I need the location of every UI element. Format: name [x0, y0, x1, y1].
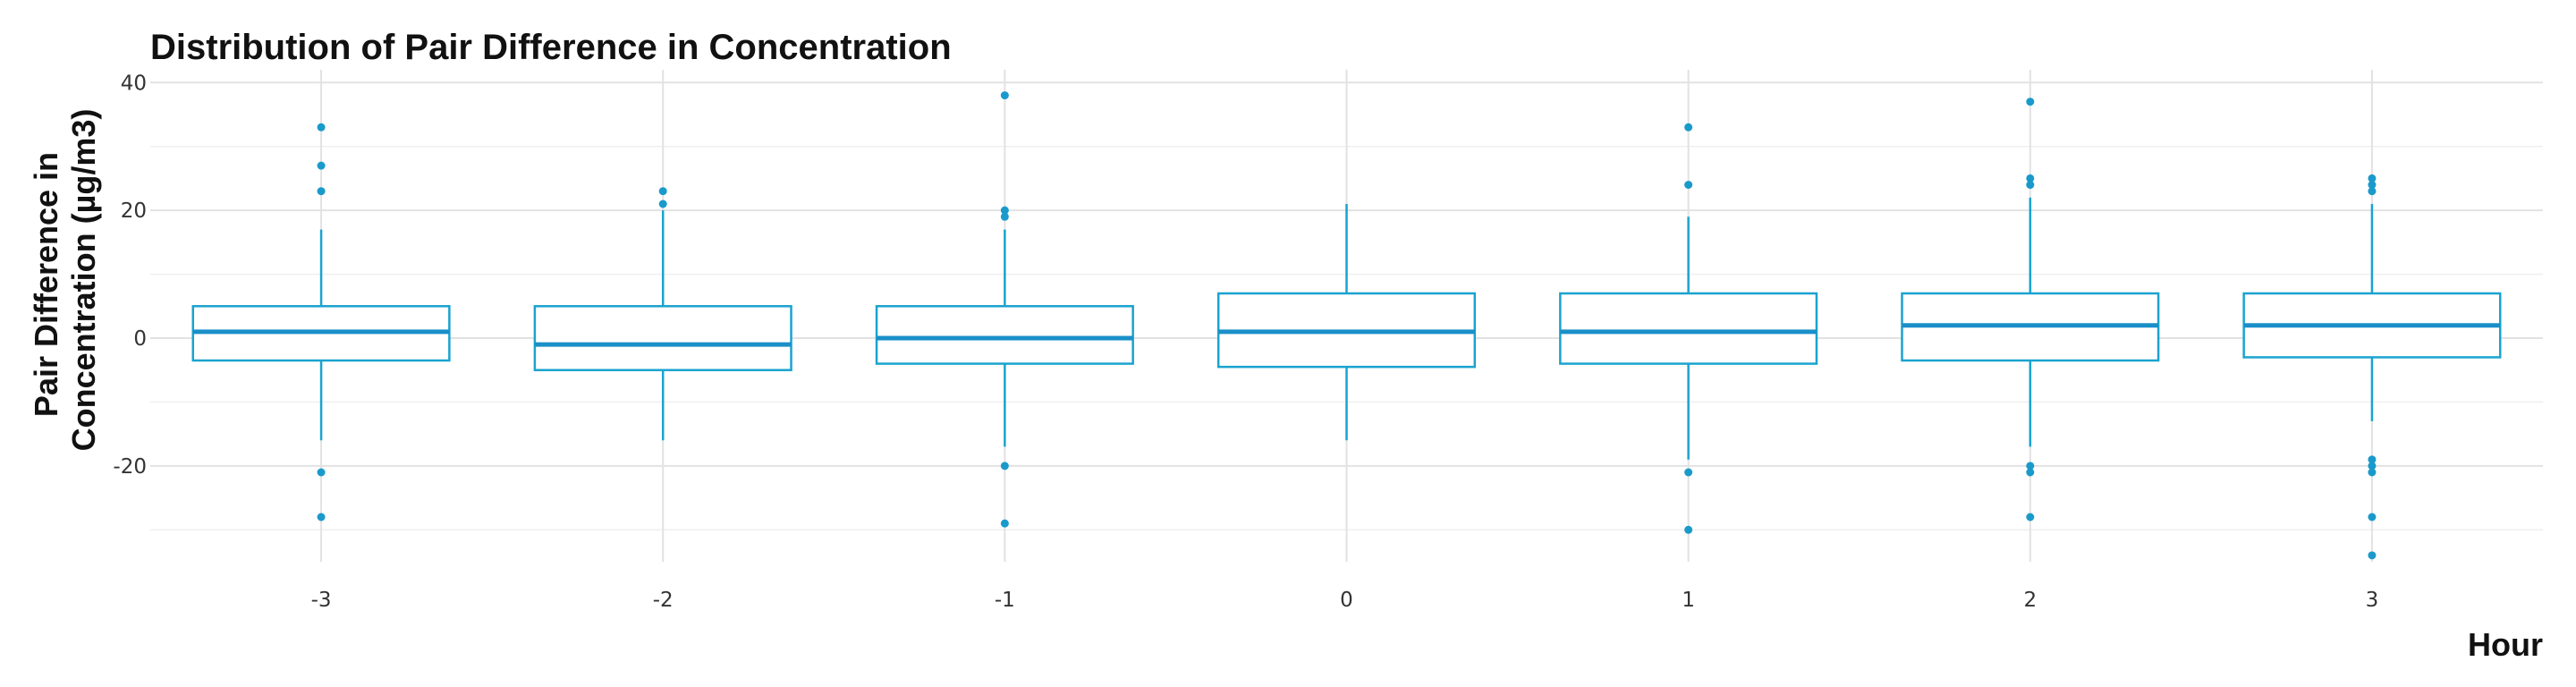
outlier-point — [1000, 91, 1009, 100]
outlier-point — [1000, 519, 1009, 528]
outlier-point — [2368, 462, 2377, 471]
outlier-point — [1684, 181, 1693, 190]
x-tick-label: 3 — [2366, 589, 2379, 612]
box-group — [191, 123, 451, 522]
y-axis-title: Pair Difference in Concentration (µg/m3) — [28, 109, 102, 452]
outlier-point — [1000, 462, 1009, 471]
outlier-point — [1684, 468, 1693, 477]
y-tick-label: -20 — [113, 455, 147, 479]
x-tick-label: 1 — [1682, 589, 1695, 612]
outlier-point — [1000, 206, 1009, 215]
outlier-point — [2026, 513, 2035, 522]
chart-title: Distribution of Pair Difference in Conce… — [150, 28, 952, 67]
outlier-point — [1684, 525, 1693, 534]
box-group — [1216, 204, 1477, 441]
outlier-point — [317, 187, 326, 196]
outlier-point — [317, 123, 326, 131]
outlier-point — [2368, 455, 2377, 464]
outlier-point — [1684, 123, 1693, 131]
outlier-point — [317, 468, 326, 477]
outlier-point — [2368, 174, 2377, 182]
box-iqr — [1559, 292, 1818, 365]
y-axis-title-line-1: Pair Difference in — [28, 152, 64, 417]
outlier-point — [658, 199, 667, 208]
box-group — [875, 91, 1134, 528]
x-tick-label: -1 — [995, 589, 1015, 612]
outlier-point — [658, 187, 667, 196]
box-group — [1901, 98, 2160, 522]
y-tick-label: 40 — [121, 72, 147, 95]
x-tick-label: 0 — [1340, 589, 1353, 612]
y-tick-label: 20 — [121, 199, 147, 223]
x-axis-title: Hour — [2468, 626, 2543, 663]
box-iqr — [875, 305, 1134, 365]
axis-ticks: -20 0 20 40 -3 -2 -1 0 1 2 3 — [113, 72, 2378, 612]
box-group — [2242, 174, 2502, 560]
box-group — [1559, 123, 1818, 534]
box-iqr — [533, 305, 792, 371]
outlier-point — [2026, 181, 2035, 190]
outlier-point — [2026, 98, 2035, 106]
x-tick-label: -2 — [653, 589, 674, 612]
outlier-point — [2368, 551, 2377, 560]
outlier-point — [317, 513, 326, 522]
outlier-point — [2026, 174, 2035, 182]
y-axis-title-line-2: Concentration (µg/m3) — [65, 109, 102, 452]
box-series — [191, 91, 2502, 560]
x-tick-label: 2 — [2023, 589, 2037, 612]
x-tick-label: -3 — [311, 589, 332, 612]
outlier-point — [2368, 513, 2377, 522]
outlier-point — [1000, 212, 1009, 221]
outlier-point — [2368, 187, 2377, 196]
outlier-point — [317, 161, 326, 170]
outlier-point — [2026, 468, 2035, 477]
outlier-point — [2026, 462, 2035, 471]
box-group — [533, 187, 792, 441]
outlier-point — [2368, 468, 2377, 477]
outlier-point — [2368, 181, 2377, 190]
y-tick-label: 0 — [133, 327, 147, 351]
